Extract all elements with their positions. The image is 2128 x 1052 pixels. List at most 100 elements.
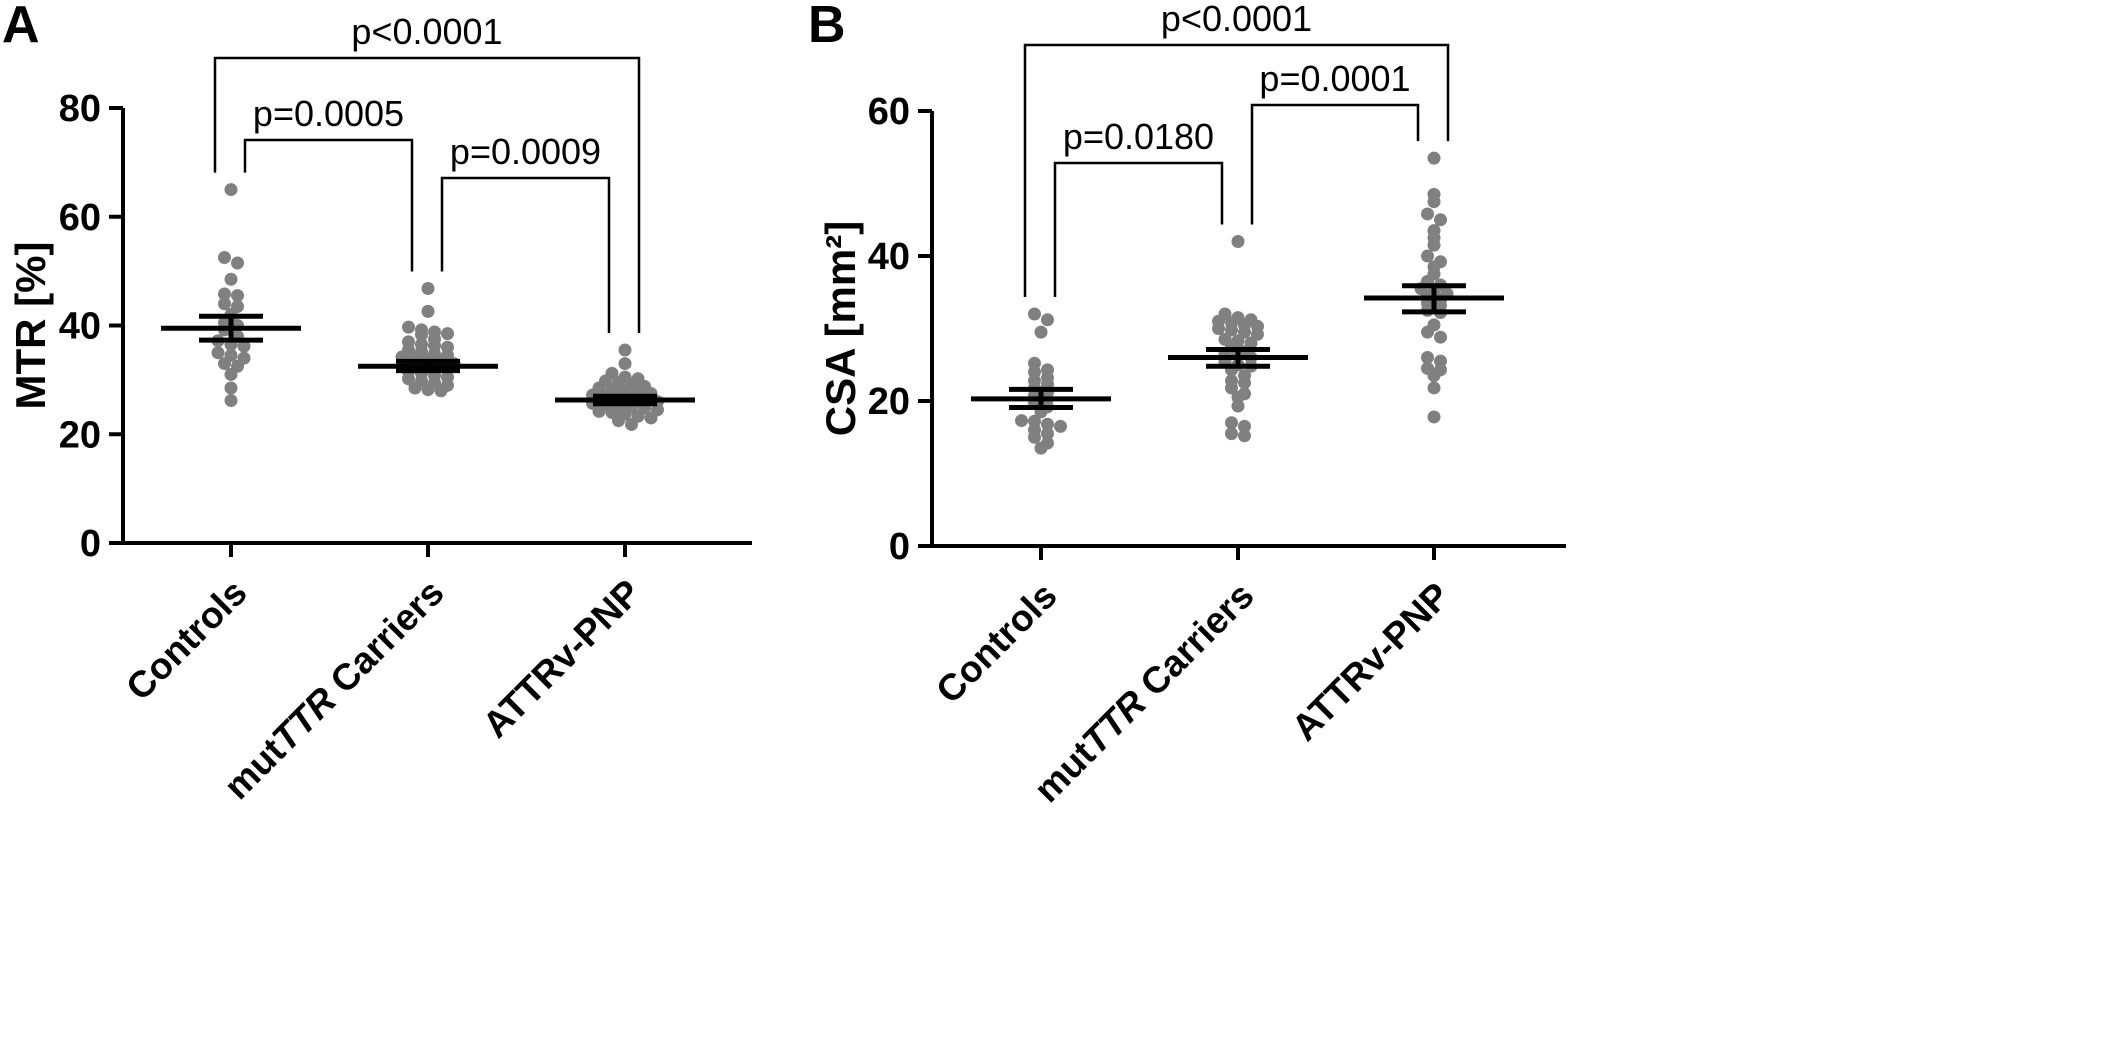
data-point: [1238, 376, 1251, 390]
data-point: [402, 320, 415, 334]
data-point: [1434, 213, 1447, 227]
group-1: [358, 282, 498, 398]
data-point: [231, 256, 244, 270]
y-tick-label: 0: [80, 523, 101, 565]
data-point: [1427, 381, 1441, 395]
data-point: [1231, 235, 1245, 248]
panel-letter: B: [808, 0, 846, 54]
data-point: [1034, 441, 1048, 455]
data-point: [402, 372, 415, 386]
group-0: [971, 307, 1111, 455]
panel-letter: A: [2, 0, 40, 54]
category-label-text: Carriers: [1125, 575, 1262, 712]
data-point: [218, 287, 231, 301]
data-point: [218, 357, 231, 371]
y-tick-label: 0: [889, 526, 910, 568]
data-point: [231, 289, 244, 303]
data-point: [1427, 238, 1441, 252]
y-tick-label: 40: [59, 306, 101, 348]
data-point: [1427, 369, 1441, 383]
y-tick-label: 20: [59, 414, 101, 456]
data-point: [1028, 307, 1041, 321]
p-value-label: p=0.0005: [253, 93, 404, 134]
y-tick-label: 40: [868, 236, 910, 278]
category-label-text: Carriers: [315, 572, 452, 709]
data-point: [1225, 427, 1238, 441]
significance-bracket: p=0.0180: [1053, 116, 1224, 297]
data-point: [644, 411, 658, 425]
data-point: [1041, 313, 1054, 327]
data-point: [1212, 322, 1225, 335]
bracket-line: [440, 176, 611, 333]
group-2: [555, 343, 695, 431]
data-point: [421, 282, 435, 296]
p-value-label: p<0.0001: [351, 11, 502, 52]
bracket-line: [1023, 43, 1450, 297]
bracket-line: [243, 138, 414, 272]
data-point: [1427, 151, 1441, 165]
significance-bracket: p=0.0009: [440, 131, 611, 333]
category-label: mutTTR Carriers: [1026, 575, 1261, 810]
y-axis-title: CSA [mm²]: [817, 221, 864, 436]
data-point: [1041, 417, 1054, 431]
bracket-line: [1053, 161, 1224, 297]
y-tick-label: 80: [59, 88, 101, 130]
data-point: [1054, 419, 1067, 433]
group-1: [1168, 235, 1308, 443]
category-label-text: ATTRv-PNP: [475, 572, 649, 746]
data-point: [1238, 429, 1251, 443]
significance-bracket: p<0.0001: [1023, 0, 1450, 297]
data-point: [1225, 381, 1238, 395]
data-point: [1421, 325, 1434, 339]
data-point: [434, 384, 448, 398]
data-point: [1231, 399, 1245, 413]
data-point: [408, 381, 422, 395]
data-point: [1421, 351, 1434, 364]
data-point: [218, 297, 231, 311]
significance-bracket: p=0.0001: [1250, 58, 1420, 225]
category-label-text: Controls: [928, 575, 1065, 712]
data-point: [1421, 249, 1434, 263]
data-point: [1427, 410, 1441, 424]
p-value-label: p=0.0001: [1259, 58, 1410, 99]
data-point: [1034, 325, 1048, 339]
data-point: [1421, 207, 1434, 221]
data-point: [592, 404, 606, 418]
bracket-line: [1250, 103, 1420, 225]
p-value-label: p=0.0180: [1063, 116, 1214, 157]
data-point: [237, 339, 251, 353]
data-point: [224, 183, 238, 197]
data-point: [415, 328, 428, 342]
data-point: [1041, 427, 1054, 441]
data-point: [1434, 330, 1447, 344]
data-point: [421, 383, 435, 397]
y-tick-label: 60: [59, 197, 101, 239]
data-point: [211, 346, 225, 360]
y-tick-label: 20: [868, 381, 910, 423]
data-point: [625, 417, 638, 431]
p-value-label: p<0.0001: [1161, 0, 1312, 39]
data-point: [1427, 195, 1441, 209]
data-point: [1028, 430, 1041, 444]
data-point: [441, 327, 454, 341]
data-point: [1015, 414, 1028, 428]
data-point: [618, 357, 632, 371]
data-point: [1225, 323, 1238, 337]
data-point: [224, 272, 238, 286]
p-value-label: p=0.0009: [450, 131, 601, 172]
category-label-text: ATTRv-PNP: [1284, 575, 1458, 749]
y-axis-title: MTR [%]: [7, 242, 54, 410]
category-label: ATTRv-PNP: [475, 572, 649, 746]
category-label: ATTRv-PNP: [1284, 575, 1458, 749]
data-point: [1238, 419, 1251, 433]
data-point: [218, 251, 231, 265]
group-0: [161, 183, 301, 408]
significance-bracket: p<0.0001: [213, 11, 641, 333]
data-point: [421, 304, 435, 318]
y-tick-label: 60: [868, 91, 910, 133]
bracket-line: [213, 56, 641, 333]
